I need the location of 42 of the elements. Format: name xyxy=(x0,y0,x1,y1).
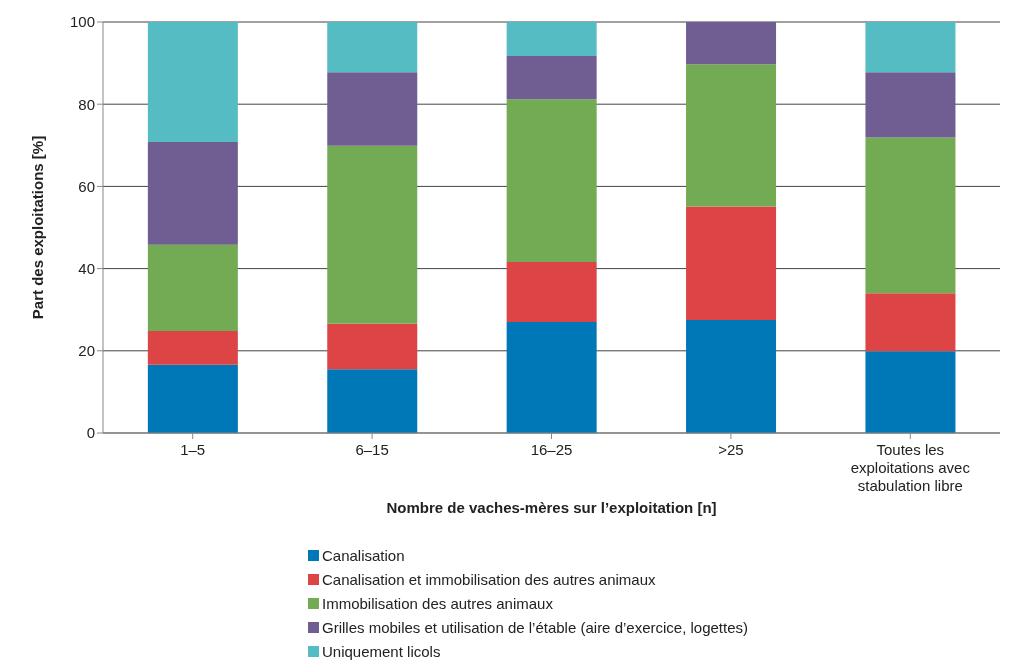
bar xyxy=(865,293,956,352)
bar xyxy=(147,244,238,332)
y-axis-title: Part des exploitations [%] xyxy=(29,135,47,320)
bar xyxy=(865,72,956,138)
bar xyxy=(686,319,777,433)
bar xyxy=(865,351,956,433)
bar xyxy=(865,137,956,294)
bar xyxy=(327,145,418,324)
bar xyxy=(147,331,238,365)
x-tick-label: >25 xyxy=(718,441,744,458)
y-tick-label: 100 xyxy=(69,13,95,31)
bar xyxy=(147,142,238,245)
x-tick-label: 1–5 xyxy=(180,441,206,458)
bar xyxy=(686,22,777,65)
x-tick-label: 16–25 xyxy=(530,441,573,458)
y-tick-label: 80 xyxy=(78,95,95,113)
x-tick-label: Toutes les exploitations avec stabulation libre xyxy=(850,441,971,494)
y-tick-label: 60 xyxy=(78,177,95,195)
x-axis-title: Nombre de vaches-mères sur l’exploitation [n] xyxy=(386,499,717,516)
bar xyxy=(506,262,597,323)
bar xyxy=(686,206,777,320)
bar xyxy=(506,22,597,57)
bar xyxy=(686,64,777,207)
bar xyxy=(506,322,597,433)
bar xyxy=(506,99,597,263)
x-tick-label: 6–15 xyxy=(355,441,389,458)
bar xyxy=(506,56,597,100)
bar xyxy=(327,72,418,146)
legend-label: Canalisation et immobilisation des autres animaux xyxy=(322,570,656,588)
y-tick-label: 0 xyxy=(86,424,95,442)
legend-label: Canalisation xyxy=(322,546,405,564)
bar xyxy=(327,323,418,370)
bar xyxy=(147,22,238,143)
legend-label: Grilles mobiles et utilisation de l’étable (aire d’exercice, logettes) xyxy=(322,618,749,636)
y-tick-label: 40 xyxy=(78,259,95,277)
y-tick-label: 20 xyxy=(78,342,95,360)
legend-label: Immobilisation des autres animaux xyxy=(322,594,553,612)
bar xyxy=(327,22,418,73)
bar xyxy=(147,364,238,433)
legend-label: Uniquement licols xyxy=(322,642,441,660)
bar xyxy=(327,369,418,433)
bar xyxy=(865,22,956,73)
